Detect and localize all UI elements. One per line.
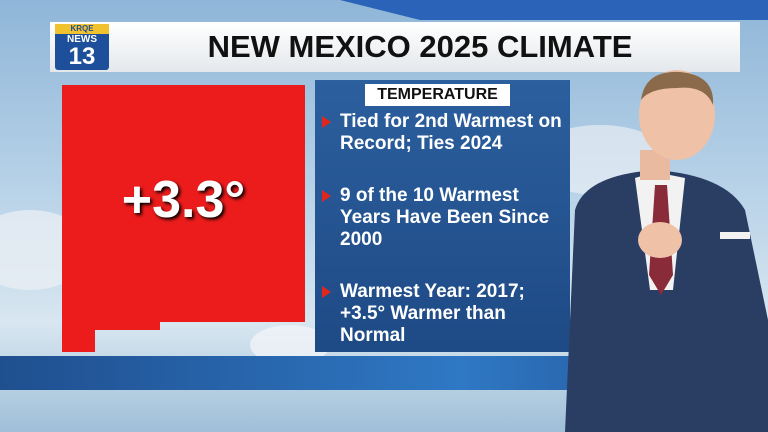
bullet: Warmest Year: 2017; +3.5° Warmer than No… — [340, 281, 525, 346]
presenter — [565, 70, 768, 432]
bullet-marker — [322, 116, 331, 128]
bullet-marker — [322, 190, 331, 202]
logo-middle: NEWS — [67, 34, 97, 45]
bullet: Tied for 2nd Warmest on Record; Ties 202… — [340, 111, 562, 154]
station-logo: KRQE NEWS 13 — [55, 24, 109, 70]
new-mexico-shape — [62, 85, 305, 352]
title-bar — [50, 22, 740, 72]
panel-title: TEMPERATURE — [365, 84, 510, 106]
logo-number: 13 — [68, 43, 96, 70]
bullet-marker — [322, 286, 331, 298]
logo-top: KRQE — [55, 24, 109, 34]
bullet: 9 of the 10 Warmest Years Have Been Sinc… — [340, 185, 550, 250]
headline: NEW MEXICO 2025 CLIMATE — [207, 29, 633, 64]
info-panel — [315, 80, 570, 352]
anomaly-value: +3.3° — [121, 171, 246, 229]
